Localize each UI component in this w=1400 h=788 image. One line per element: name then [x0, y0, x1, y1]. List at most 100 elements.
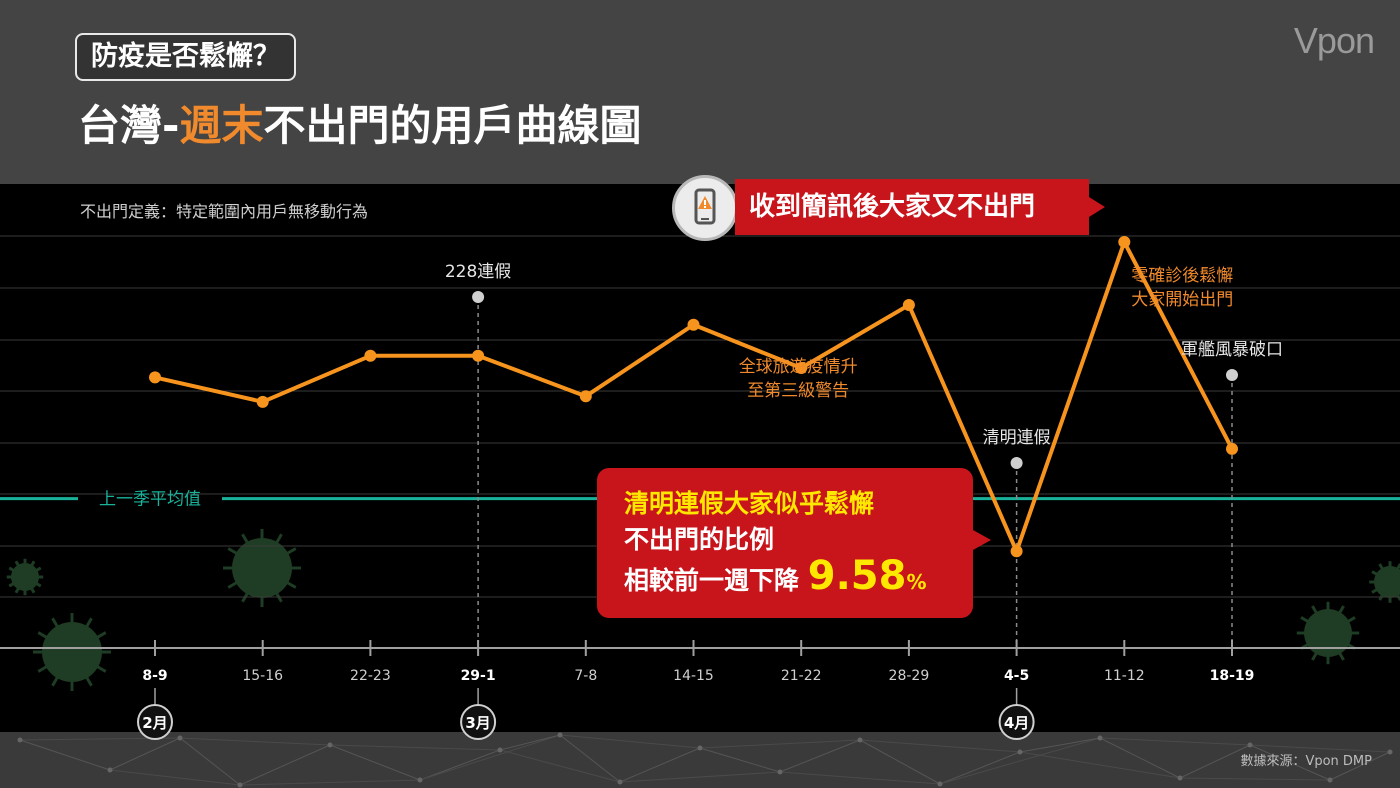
network-line — [499, 734, 561, 751]
x-tick-label: 14-15 — [673, 668, 714, 684]
network-node — [1017, 749, 1023, 755]
virus-icon — [6, 558, 44, 596]
data-point — [1226, 442, 1238, 455]
network-node — [1247, 742, 1253, 748]
callout-qingming: 清明連假大家似乎鬆懈 不出門的比例 相較前一週下降 9.58% — [597, 468, 973, 618]
network-node — [107, 767, 113, 773]
title-suffix: 不出門的用戶曲線圖 — [263, 101, 642, 150]
network-node — [237, 782, 243, 788]
network-node — [497, 747, 503, 753]
event-label: 至第三級警告 — [747, 381, 849, 401]
network-line — [859, 739, 941, 785]
network-node — [1097, 735, 1103, 741]
callout-line-3-text: 相較前一週下降 — [624, 566, 800, 595]
header-band — [0, 0, 1400, 184]
virus-icon — [223, 529, 301, 607]
network-line — [329, 744, 421, 781]
x-tick-label: 11-12 — [1104, 668, 1145, 684]
event-marker — [1010, 457, 1023, 469]
month-label: 4月 — [1004, 714, 1029, 732]
network-line — [109, 769, 241, 786]
network-line — [1099, 737, 1251, 746]
network-node — [557, 732, 563, 738]
event-label: 清明連假 — [983, 428, 1051, 448]
x-tick-label: 18-19 — [1210, 668, 1255, 684]
network-line — [1249, 744, 1331, 781]
event-label: 軍艦風暴破口 — [1181, 340, 1283, 360]
data-point — [687, 318, 700, 331]
network-node — [697, 745, 703, 751]
network-line — [499, 749, 621, 783]
network-line — [939, 751, 1021, 785]
network-line — [559, 734, 621, 783]
callout-line-2: 不出門的比例 — [624, 525, 775, 554]
virus-icon — [33, 613, 111, 691]
x-tick-label: 7-8 — [574, 668, 597, 684]
network-line — [1179, 744, 1251, 779]
data-point — [472, 349, 485, 362]
x-tick-label: 8-9 — [142, 668, 167, 684]
event-marker — [1226, 369, 1238, 381]
network-line — [179, 737, 241, 786]
callout-line-1: 清明連假大家似乎鬆懈 — [624, 489, 875, 518]
x-tick-label: 4-5 — [1004, 668, 1029, 684]
callout-sms: 收到簡訊後大家又不出門 — [735, 179, 1089, 235]
month-label: 2月 — [142, 714, 167, 732]
title-prefix: 台灣- — [78, 101, 180, 150]
definition-note: 不出門定義：特定範圍內用戶無移動行為 — [80, 202, 369, 221]
network-line — [779, 739, 861, 773]
virus-body — [1304, 609, 1352, 657]
network-line — [859, 739, 1021, 753]
virus-body — [42, 622, 102, 682]
network-line — [1099, 737, 1181, 779]
phone-warning-glyph — [694, 188, 716, 225]
network-line — [329, 744, 501, 751]
network-node — [617, 779, 623, 785]
network-line — [939, 737, 1101, 785]
network-line — [1179, 777, 1331, 781]
data-point — [1118, 236, 1131, 249]
event-marker — [472, 291, 485, 303]
network-line — [619, 771, 781, 783]
network-node — [1177, 775, 1183, 781]
brand-logo: Vpon — [1293, 20, 1375, 61]
data-point — [579, 390, 592, 403]
x-tick-label: 21-22 — [781, 668, 822, 684]
network-node — [327, 742, 333, 748]
x-tick-label: 28-29 — [889, 668, 930, 684]
network-node — [1387, 749, 1393, 755]
network-line — [559, 734, 701, 749]
event-label: 228連假 — [445, 262, 511, 282]
month-badge — [460, 704, 497, 740]
data-point — [256, 395, 269, 408]
network-line — [779, 771, 941, 785]
data-point — [149, 371, 161, 384]
x-tick-label: 22-23 — [350, 668, 391, 684]
x-tick-label: 29-1 — [461, 668, 496, 684]
x-tick-label: 15-16 — [242, 668, 283, 684]
network-line — [239, 779, 421, 786]
event-label: 大家開始出門 — [1131, 290, 1233, 310]
network-node — [177, 735, 183, 741]
network-line — [19, 739, 111, 771]
callout-line-3: 相較前一週下降 9.58% — [624, 556, 973, 600]
month-label: 3月 — [465, 714, 490, 732]
virus-body — [232, 538, 292, 598]
network-node — [937, 781, 943, 787]
network-line — [239, 744, 331, 786]
network-line — [419, 749, 501, 781]
network-line — [619, 747, 701, 783]
network-node — [417, 777, 423, 783]
drop-unit: % — [906, 570, 927, 594]
month-badge — [137, 704, 173, 740]
callout-qingming-pointer — [973, 530, 991, 550]
network-line — [699, 747, 781, 773]
data-point — [364, 349, 377, 362]
data-point — [902, 299, 915, 312]
virus-icon — [1296, 601, 1360, 665]
network-line — [1329, 751, 1391, 781]
virus-body — [1374, 566, 1400, 598]
network-node — [17, 737, 23, 743]
network-node — [1327, 777, 1333, 783]
